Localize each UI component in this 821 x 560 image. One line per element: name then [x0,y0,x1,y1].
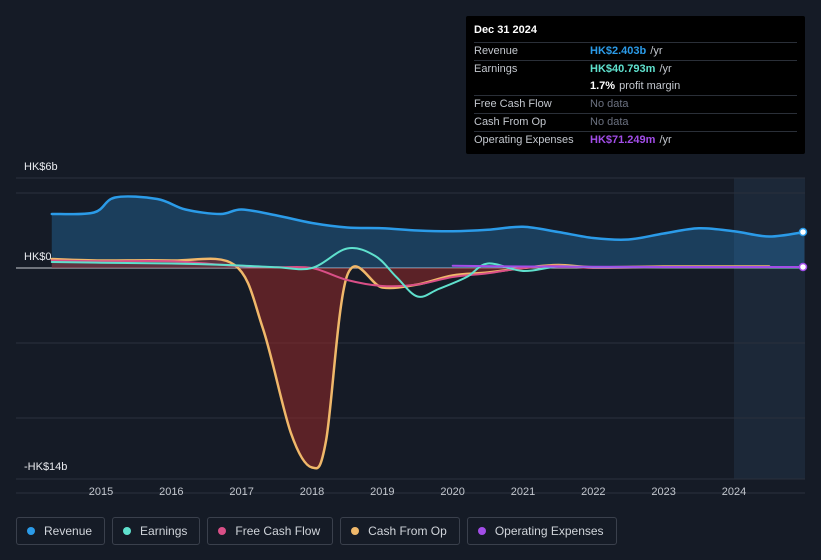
tooltip-panel: Dec 31 2024 Revenue HK$2.403b /yr Earnin… [466,16,805,154]
x-tick-label: 2024 [722,486,746,498]
x-tick-label: 2019 [370,486,394,498]
end-marker-operating-expenses [798,262,808,272]
legend-dot-icon [123,527,132,535]
x-tick-label: 2020 [440,486,464,498]
area-cash-from-op [51,258,770,469]
tooltip-label: Revenue [474,45,519,57]
x-tick-label: 2016 [159,486,183,498]
x-tick-label: 2015 [89,486,113,498]
x-axis-labels: 2015 2016 2017 2018 2019 2020 2021 2022 2023 2024 [89,486,746,498]
legend-item-free-cash-flow[interactable]: Free Cash Flow [207,517,334,545]
legend-item-earnings[interactable]: Earnings [112,517,201,545]
legend-item-cash-from-op[interactable]: Cash From Op [340,517,460,545]
series-lines [50,195,808,470]
tooltip-value: HK$40.793m [590,63,656,75]
tooltip-row-margin: 1.7% profit margin [474,78,797,95]
line-operating-expenses [451,264,806,268]
x-tick-label: 2017 [229,486,253,498]
legend-item-revenue[interactable]: Revenue [16,517,106,545]
tooltip-label: Operating Expenses [474,134,574,146]
legend-dot-icon [351,527,360,535]
tooltip-row-earnings: Earnings HK$40.793m /yr [474,60,797,78]
forecast-region [734,178,805,479]
tooltip-value: HK$71.249m [590,134,656,146]
x-tick-label: 2023 [651,486,675,498]
end-marker-revenue [798,227,808,237]
tooltip-row-revenue: Revenue HK$2.403b /yr [474,42,797,60]
tooltip-unit: /yr [659,63,672,75]
tooltip-value: HK$2.403b [590,45,647,57]
line-cash-from-op [50,257,771,470]
legend-label: Cash From Op [368,524,447,538]
legend-dot-icon [218,527,227,535]
legend-label: Operating Expenses [494,524,604,538]
line-revenue [50,195,806,242]
tooltip-row-cfo: Cash From Op No data [474,113,797,131]
tooltip-row-opex: Operating Expenses HK$71.249m /yr [474,131,797,149]
x-tick-label: 2018 [300,486,324,498]
tooltip-nodata: No data [590,98,629,110]
tooltip-unit: /yr [659,134,672,146]
x-tick-label: 2022 [581,486,605,498]
y-axis-labels: HK$6b HK$0 -HK$14b [24,161,67,473]
legend-item-operating-expenses[interactable]: Operating Expenses [466,517,617,545]
y-tick-top: HK$6b [24,161,58,173]
area-revenue [51,196,805,268]
y-tick-zero: HK$0 [24,251,52,263]
tooltip-row-fcf: Free Cash Flow No data [474,95,797,113]
legend-label: Free Cash Flow [235,524,321,538]
legend-dot-icon [27,527,35,535]
tooltip-label: Free Cash Flow [474,98,552,110]
tooltip-unit: /yr [650,45,663,57]
tooltip-label: Cash From Op [474,116,547,128]
tooltip-nodata: No data [590,116,629,128]
x-tick-label: 2021 [511,486,535,498]
area-fills [51,196,805,469]
tooltip-value: 1.7% [590,80,616,92]
y-tick-bottom: -HK$14b [24,461,67,473]
legend-label: Earnings [140,524,188,538]
tooltip-unit: profit margin [619,80,681,92]
legend-label: Revenue [44,524,93,538]
tooltip-label: Earnings [474,63,518,75]
legend: Revenue Earnings Free Cash Flow Cash Fro… [16,517,624,545]
tooltip-label [474,78,590,95]
legend-dot-icon [477,527,486,535]
tooltip-date: Dec 31 2024 [474,24,537,36]
